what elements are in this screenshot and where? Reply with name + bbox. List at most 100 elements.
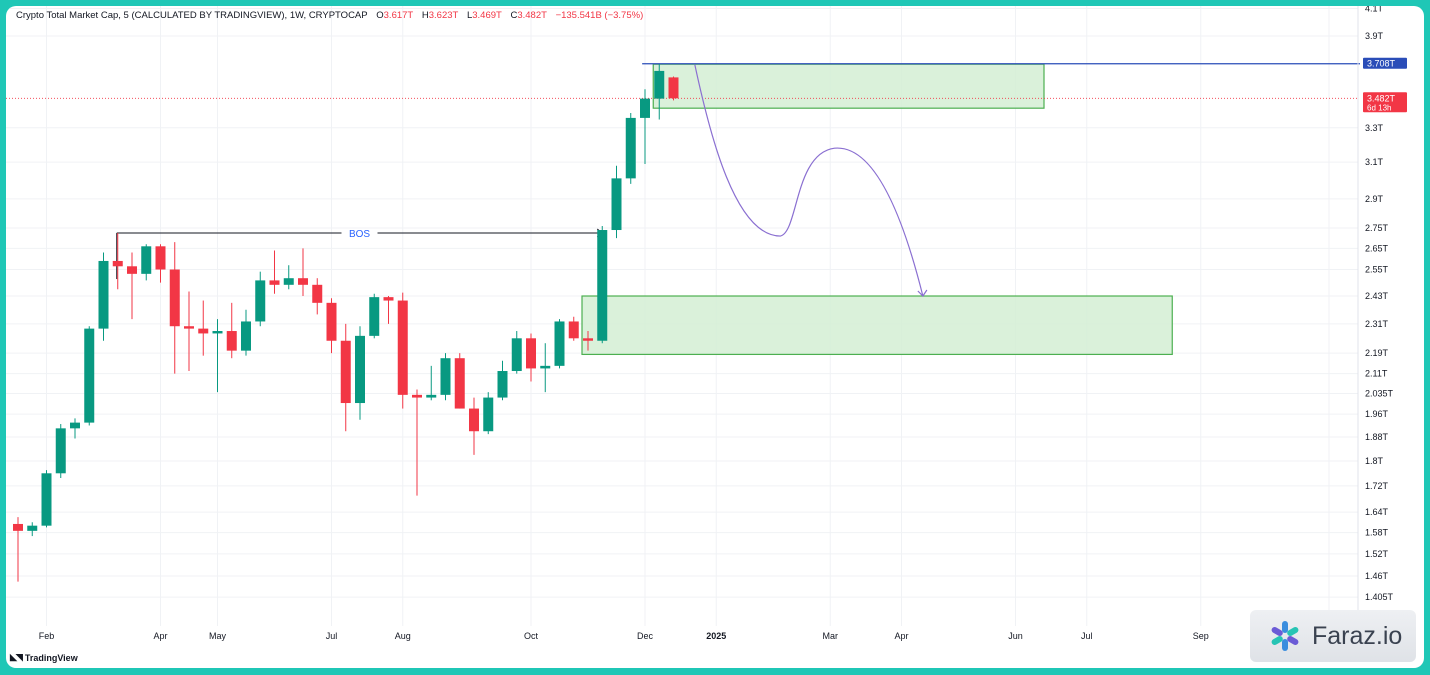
price-tick-label: 1.88T — [1365, 432, 1389, 442]
demand-zone — [581, 295, 1173, 356]
candle-body — [469, 408, 479, 432]
tradingview-icon: ◣◥ — [10, 652, 23, 662]
low-value: 3.469T — [472, 10, 502, 21]
price-tick-label: 1.58T — [1365, 528, 1389, 538]
time-tick-label: Dec — [637, 631, 654, 641]
candle-body — [355, 335, 365, 404]
chart-frame: Crypto Total Market Cap, 5 (CALCULATED B… — [6, 6, 1424, 668]
candle-body — [41, 473, 52, 526]
price-tick-label: 2.9T — [1365, 194, 1384, 204]
candle-body — [340, 340, 351, 404]
price-tick-label: 1.405T — [1365, 592, 1394, 602]
time-tick-label: Jun — [1008, 631, 1023, 641]
supply-zone — [652, 63, 1045, 109]
tradingview-logo[interactable]: ◣◥ TradingView — [10, 652, 78, 663]
price-tick-label: 1.96T — [1365, 409, 1389, 419]
candle-body — [369, 297, 380, 336]
price-tick-label: 2.65T — [1365, 243, 1389, 253]
price-tick-label: 1.64T — [1365, 507, 1389, 517]
candle-body — [112, 260, 123, 267]
close-value: 3.482T — [517, 10, 547, 21]
symbol-title: Crypto Total Market Cap, 5 (CALCULATED B… — [16, 10, 368, 21]
candle-body — [412, 394, 422, 398]
open-label: O — [376, 10, 384, 21]
price-tick-label: 2.43T — [1365, 291, 1389, 301]
candle-body — [70, 422, 80, 429]
candle-body — [226, 331, 237, 351]
candle-body — [98, 260, 109, 329]
candle-body — [540, 365, 551, 369]
price-tick-label: 2.19T — [1365, 348, 1389, 358]
close-label: C — [510, 10, 518, 21]
candle-body — [568, 321, 579, 339]
price-tick-label: 3.3T — [1365, 123, 1384, 133]
candle-body — [269, 280, 280, 285]
candle-body — [611, 178, 622, 231]
tradingview-label: TradingView — [24, 652, 78, 663]
price-label-countdown: 6d 13h — [1367, 103, 1391, 112]
projection-arrowhead — [917, 289, 928, 297]
time-tick-label: Mar — [823, 631, 839, 641]
time-tick-label: Aug — [395, 631, 411, 641]
symbol-header: Crypto Total Market Cap, 5 (CALCULATED B… — [16, 10, 643, 21]
price-tick-label: 1.52T — [1365, 549, 1389, 559]
open-value: 3.617T — [383, 10, 414, 21]
candle-body — [625, 117, 636, 179]
high-label: H — [421, 10, 429, 21]
candle-body — [312, 284, 323, 303]
time-tick-label: Jul — [1081, 631, 1093, 641]
candle-body — [155, 246, 166, 270]
candle-body — [640, 98, 650, 118]
projection-path — [694, 64, 924, 297]
time-tick-label: Feb — [39, 631, 55, 641]
candle-body — [198, 328, 209, 334]
candle-body — [127, 266, 137, 274]
candle-body — [483, 397, 494, 432]
price-label-value: 3.482T — [1367, 93, 1396, 103]
time-tick-label: May — [209, 631, 227, 641]
price-tick-label: 2.75T — [1365, 223, 1389, 233]
faraz-watermark: Faraz.io — [1250, 610, 1416, 662]
price-tick-label: 2.035T — [1365, 389, 1394, 399]
candle-body — [383, 297, 394, 301]
price-tick-label: 2.55T — [1365, 265, 1389, 275]
candle-body — [583, 338, 593, 341]
high-value: 3.623T — [428, 10, 459, 21]
candle-body — [440, 358, 451, 395]
price-tick-label: 2.11T — [1365, 369, 1388, 379]
candle-body — [141, 246, 152, 274]
candle-body — [454, 358, 465, 409]
candle-body — [497, 371, 508, 398]
candlestick-chart[interactable]: BOS 4.1T 3.9T 3.3T 3.1T 2.9T 2.75T 2.65T 2.55T 2.… — [6, 6, 1424, 668]
candle-body — [426, 394, 437, 398]
price-tick-label: 2.31T — [1365, 319, 1389, 329]
watermark-label: Faraz.io — [1312, 621, 1403, 650]
time-tick-label: 2025 — [706, 631, 726, 641]
candle-body — [13, 523, 23, 531]
time-tick-label: Apr — [153, 631, 167, 641]
price-label-badge — [1363, 57, 1407, 69]
price-tick-label: 1.72T — [1365, 481, 1389, 491]
candle-body — [283, 278, 294, 285]
candle-body — [169, 269, 180, 327]
price-tick-label: 3.9T — [1365, 31, 1384, 41]
time-tick-label: Apr — [894, 631, 908, 641]
candle-body — [654, 70, 665, 99]
candle-body — [184, 326, 194, 329]
price-tick-label: 4.1T — [1365, 6, 1384, 14]
price-tick-label: 1.8T — [1365, 456, 1384, 466]
candle-body — [526, 338, 536, 369]
time-tick-label: Sep — [1193, 631, 1209, 641]
price-tick-label: 3.1T — [1365, 157, 1384, 167]
candle-body — [668, 77, 679, 99]
price-tick-label: 1.46T — [1365, 571, 1389, 581]
price-label-badge — [1363, 92, 1407, 113]
candle-body — [55, 428, 66, 474]
candle-body — [326, 302, 337, 341]
candle-body — [298, 278, 308, 285]
candle-body — [554, 321, 565, 366]
candle-body — [212, 331, 223, 334]
price-label-value: 3.708T — [1367, 59, 1396, 69]
bos-label: BOS — [349, 229, 370, 240]
candle-body — [597, 230, 608, 341]
